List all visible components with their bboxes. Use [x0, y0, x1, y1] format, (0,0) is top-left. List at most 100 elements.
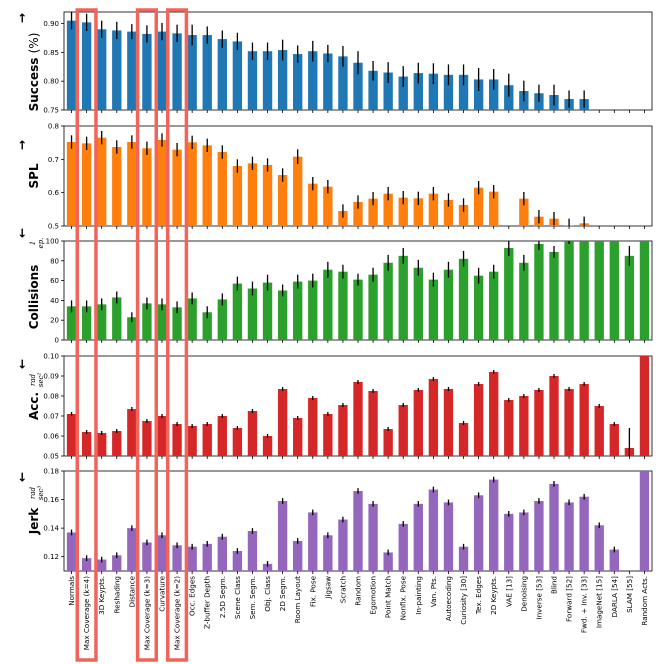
- bar: [308, 280, 318, 340]
- bar: [277, 501, 288, 571]
- category-label: Normals: [67, 576, 76, 606]
- bar: [338, 271, 348, 340]
- bar: [413, 73, 423, 110]
- bar: [534, 390, 544, 456]
- bar: [338, 56, 348, 110]
- bar: [217, 299, 227, 340]
- bar: [66, 532, 77, 571]
- bar: [247, 163, 258, 226]
- bar: [187, 142, 197, 226]
- category-label: Inverse [53]: [534, 576, 543, 620]
- ylabel-collisions-den: ep.: [37, 238, 45, 249]
- bar: [473, 79, 484, 110]
- y-tick-label: 100: [46, 238, 59, 246]
- bar: [112, 30, 122, 110]
- category-label: Scratch: [338, 576, 347, 603]
- ylabel-acc-num: rad: [29, 373, 37, 386]
- category-label: Random Acts.: [640, 576, 649, 626]
- y-tick-label: 0.10: [43, 353, 59, 361]
- y-tick-label: 0.7: [48, 156, 59, 164]
- ylabel-success: Success (%) →: [15, 13, 41, 111]
- category-label: VAE [13]: [504, 576, 513, 607]
- bar: [127, 409, 137, 456]
- category-label: 2D Segm.: [278, 576, 287, 611]
- y-tick-label: 0.5: [48, 223, 59, 231]
- category-label: 2.5D Segm.: [218, 576, 227, 618]
- bar: [428, 279, 439, 340]
- bar: [473, 384, 484, 456]
- bar: [127, 317, 137, 340]
- bar: [293, 418, 303, 456]
- bar: [489, 191, 499, 226]
- bar: [368, 503, 378, 571]
- category-label: ImageNet [15]: [595, 576, 604, 628]
- ylabel-acc-den: sec²: [37, 373, 45, 388]
- ylabel-acc-text: Acc.: [27, 392, 41, 420]
- bar: [157, 416, 167, 456]
- bar: [338, 211, 348, 226]
- y-tick-label: 20: [50, 317, 59, 325]
- category-label: Curiosity [30]: [459, 576, 468, 625]
- category-label: DARLA [54]: [610, 576, 619, 618]
- bar: [443, 269, 454, 340]
- bar: [519, 396, 529, 456]
- bar: [81, 22, 92, 110]
- ylabel-acc: Acc. rad sec² ←: [15, 359, 45, 420]
- bar: [549, 251, 559, 340]
- bar: [549, 376, 559, 456]
- bar: [277, 50, 288, 110]
- ylabel-collisions-arrow: ←: [15, 228, 29, 238]
- bar: [247, 288, 258, 340]
- y-tick-label: 0.18: [43, 468, 59, 476]
- y-tick-label: 0.09: [43, 373, 59, 381]
- category-label: Van. Pts.: [429, 576, 438, 607]
- bar: [594, 241, 604, 340]
- bar: [323, 186, 333, 226]
- category-label: Tex. Edges: [474, 576, 483, 615]
- bar: [172, 149, 182, 226]
- bar: [172, 545, 182, 571]
- bar: [398, 255, 408, 340]
- bar: [232, 41, 243, 110]
- bar: [624, 255, 635, 340]
- bar: [187, 35, 197, 110]
- bar: [247, 51, 258, 110]
- category-label: Forward [52]: [565, 576, 574, 622]
- bar: [443, 200, 454, 226]
- highlight-box: [135, 8, 159, 662]
- bar: [247, 411, 258, 456]
- bar: [232, 428, 243, 456]
- bar: [127, 31, 137, 111]
- bar: [353, 491, 363, 571]
- category-label: Point Match: [384, 576, 393, 618]
- y-tick-label: 0.06: [43, 433, 59, 441]
- bar: [127, 142, 137, 226]
- bar: [564, 389, 574, 456]
- category-label: Scene Class: [233, 576, 242, 619]
- bar: [172, 33, 182, 111]
- y-tick-label: 0: [55, 337, 59, 345]
- bar: [172, 307, 182, 340]
- bar: [458, 205, 469, 226]
- ylabel-spl: SPL →: [15, 140, 41, 189]
- ylabel-collisions-num: 1: [29, 241, 37, 245]
- bar: [594, 525, 604, 571]
- bar: [232, 283, 243, 340]
- bar: [594, 406, 604, 456]
- bar: [97, 433, 107, 456]
- bar: [489, 271, 499, 340]
- bar: [504, 513, 514, 571]
- bar: [458, 258, 469, 340]
- bar: [353, 62, 363, 110]
- bar: [519, 198, 529, 226]
- y-tick-label: 0.12: [43, 553, 59, 561]
- bar: [217, 39, 227, 110]
- bar: [277, 389, 288, 456]
- category-label: Reshading: [112, 576, 121, 613]
- bar: [458, 546, 469, 571]
- category-label: Denoising: [519, 576, 528, 612]
- bar: [398, 197, 408, 226]
- bar: [262, 436, 273, 456]
- bar: [217, 152, 227, 226]
- bar: [187, 298, 197, 340]
